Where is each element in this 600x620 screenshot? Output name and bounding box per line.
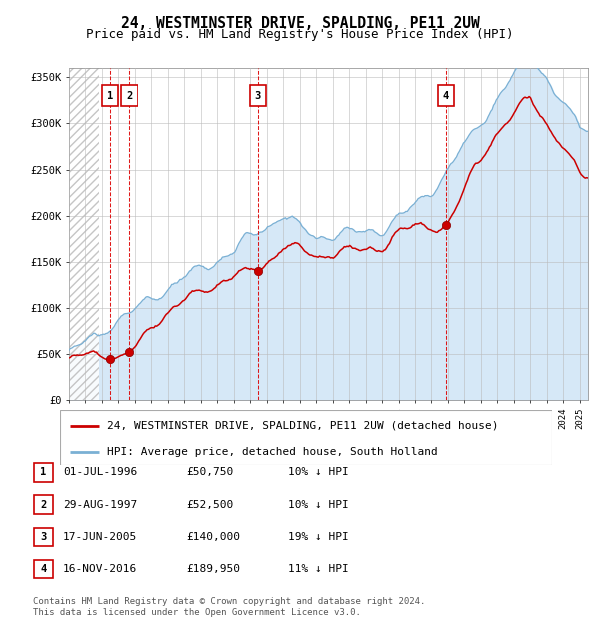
Text: 4: 4: [40, 564, 47, 574]
Text: 16-NOV-2016: 16-NOV-2016: [63, 564, 137, 574]
Text: 4: 4: [443, 91, 449, 101]
Text: 10% ↓ HPI: 10% ↓ HPI: [288, 500, 349, 510]
Text: 24, WESTMINSTER DRIVE, SPALDING, PE11 2UW: 24, WESTMINSTER DRIVE, SPALDING, PE11 2U…: [121, 16, 479, 30]
Text: £189,950: £189,950: [186, 564, 240, 574]
Text: 19% ↓ HPI: 19% ↓ HPI: [288, 532, 349, 542]
Text: 3: 3: [254, 91, 261, 101]
Text: £50,750: £50,750: [186, 467, 233, 477]
Text: Contains HM Land Registry data © Crown copyright and database right 2024.
This d: Contains HM Land Registry data © Crown c…: [33, 598, 425, 617]
Text: 29-AUG-1997: 29-AUG-1997: [63, 500, 137, 510]
Text: 10% ↓ HPI: 10% ↓ HPI: [288, 467, 349, 477]
Text: 17-JUN-2005: 17-JUN-2005: [63, 532, 137, 542]
Text: £140,000: £140,000: [186, 532, 240, 542]
Text: 2: 2: [127, 91, 133, 101]
Text: HPI: Average price, detached house, South Holland: HPI: Average price, detached house, Sout…: [107, 447, 437, 457]
Text: 01-JUL-1996: 01-JUL-1996: [63, 467, 137, 477]
Text: 3: 3: [40, 532, 47, 542]
Text: 1: 1: [40, 467, 47, 477]
Text: 11% ↓ HPI: 11% ↓ HPI: [288, 564, 349, 574]
Text: Price paid vs. HM Land Registry's House Price Index (HPI): Price paid vs. HM Land Registry's House …: [86, 28, 514, 41]
Text: £52,500: £52,500: [186, 500, 233, 510]
Text: 2: 2: [40, 500, 47, 510]
Text: 24, WESTMINSTER DRIVE, SPALDING, PE11 2UW (detached house): 24, WESTMINSTER DRIVE, SPALDING, PE11 2U…: [107, 421, 498, 431]
Text: 1: 1: [107, 91, 113, 101]
